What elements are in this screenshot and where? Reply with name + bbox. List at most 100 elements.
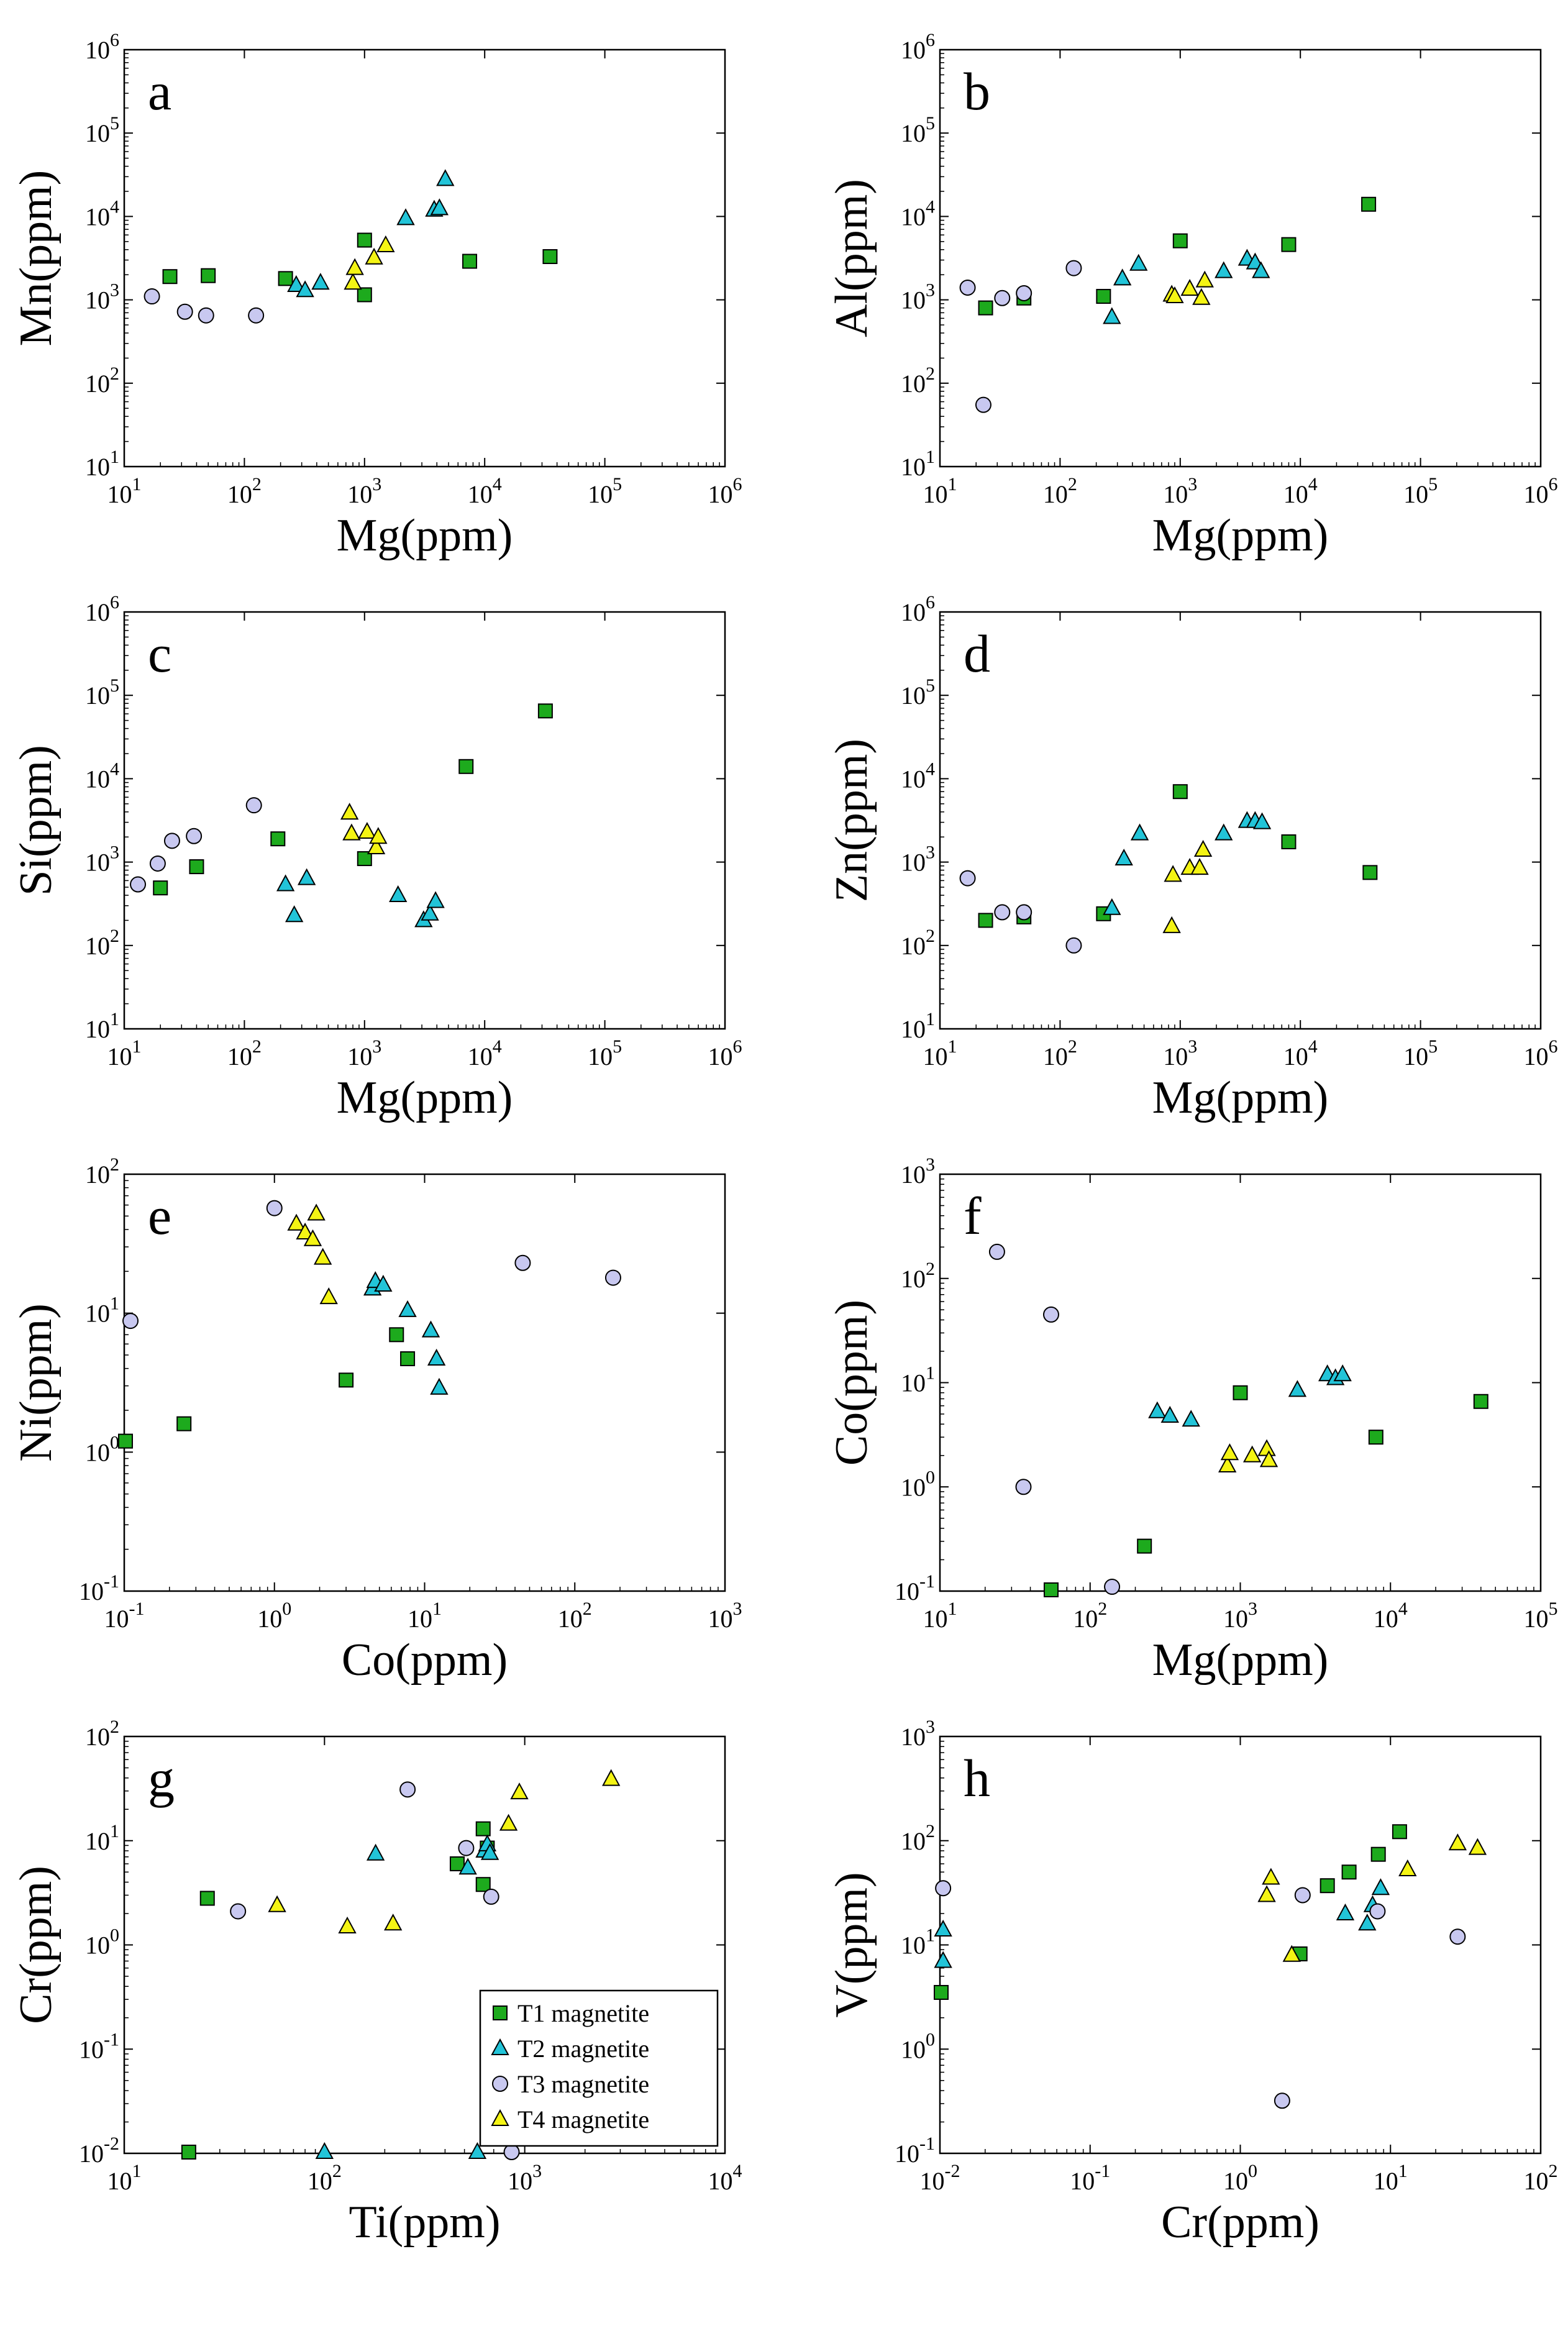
legend-marker: [491, 2038, 509, 2055]
panel-letter: d: [964, 624, 990, 683]
series-t1-magnetite: [934, 1824, 1407, 2000]
data-point: [1148, 1401, 1167, 1418]
series-t3-magnetite: [959, 260, 1082, 413]
y-tick-label: 104: [901, 196, 935, 230]
x-tick-label: 103: [347, 1036, 381, 1070]
panel-letter: g: [148, 1748, 175, 1808]
x-axis: 101 102 103 104 105 106: [923, 612, 1558, 1070]
panel-f: 101 102 103 104 10510-1100101102103Mg(ppm)Co…: [826, 1154, 1558, 1686]
data-point: [959, 279, 976, 296]
data-point: [357, 232, 372, 248]
y-tick-label: 103: [901, 1717, 935, 1751]
data-point: [1361, 196, 1377, 212]
data-point: [430, 1377, 449, 1395]
data-point: [163, 833, 180, 849]
data-point: [344, 273, 362, 290]
data-point: [1392, 1824, 1407, 1840]
panel-d: 101 102 103 104 105 106 101 102 103 104 105 106 Mg(p…: [826, 592, 1558, 1123]
plot-frame: [939, 48, 1542, 468]
data-point: [1195, 270, 1214, 288]
series-t3-magnetite: [988, 1243, 1121, 1595]
data-point: [287, 1213, 306, 1231]
data-point: [1215, 823, 1233, 841]
legend-item: T3 magnetite: [492, 2070, 649, 2098]
data-point: [510, 1782, 529, 1800]
data-point: [934, 1919, 952, 1937]
data-point: [1449, 1928, 1466, 1945]
data-point: [384, 1914, 403, 1931]
x-tick-label: 104: [708, 2161, 742, 2195]
data-point: [458, 759, 474, 774]
data-point: [475, 1877, 491, 1892]
data-point: [514, 1254, 531, 1271]
data-point: [458, 1840, 475, 1856]
series-t4-magnetite: [268, 1769, 621, 1933]
data-point: [1233, 1385, 1248, 1400]
data-point: [458, 1858, 477, 1875]
data-point: [1162, 916, 1181, 933]
panel-a: 101 102 103 104 105 106 101 102 103 104 105 106 Mg(p…: [11, 30, 742, 561]
data-point: [1274, 2092, 1290, 2109]
data-point: [287, 275, 306, 292]
data-point: [426, 891, 445, 908]
series-t4-magnetite: [344, 235, 395, 290]
data-point: [296, 280, 314, 298]
y-axis: 10-2 10-1 100 101 102: [79, 1717, 725, 2168]
series-t1-magnetite: [162, 232, 558, 303]
data-point: [1288, 1380, 1307, 1397]
data-point: [1172, 233, 1188, 249]
y-tick-label: 100: [85, 1925, 119, 1960]
y-tick-label: 10-1: [895, 1571, 935, 1605]
plot-frame: [123, 48, 726, 468]
data-point: [975, 396, 991, 413]
data-point: [480, 1843, 499, 1860]
data-point: [602, 1769, 621, 1786]
data-point: [988, 1243, 1005, 1260]
legend-label: T1 magnetite: [517, 1999, 649, 2027]
y-tick-label: 101: [85, 1821, 119, 1855]
x-tick-label: 106: [1524, 474, 1558, 508]
data-point: [1262, 1868, 1280, 1885]
x-tick-label: 105: [588, 474, 622, 508]
y-tick-label: 104: [85, 759, 119, 793]
data-point: [1065, 937, 1082, 954]
data-point: [376, 235, 395, 252]
y-axis-title: Zn(ppm): [826, 739, 877, 902]
x-tick-label: 104: [1283, 1036, 1318, 1070]
data-point: [399, 1781, 416, 1798]
x-tick-label: 102: [227, 1036, 262, 1070]
legend-item: T2 magnetite: [491, 2035, 649, 2063]
x-tick-label: 104: [468, 1036, 502, 1070]
data-point: [186, 828, 203, 844]
data-point: [994, 904, 1011, 921]
x-tick-label: 102: [308, 2161, 342, 2195]
data-point: [296, 1222, 314, 1239]
data-point: [1192, 288, 1211, 305]
y-tick-label: 100: [901, 1467, 935, 1501]
y-axis: 101 102 103 104 105 106: [901, 592, 1541, 1043]
data-point: [366, 1843, 385, 1861]
data-point: [1042, 1306, 1059, 1323]
y-tick-label: 106: [85, 30, 119, 64]
data-point: [1164, 865, 1182, 882]
series-t2-magnetite: [1148, 1364, 1352, 1427]
series-t3-magnetite: [230, 1781, 520, 2160]
y-axis: 101 102 103 104 105 106: [85, 592, 725, 1043]
x-tick-label: 10-1: [1070, 2161, 1110, 2195]
series-t3-magnetite: [935, 1880, 1466, 2109]
data-point: [1104, 1579, 1121, 1595]
data-point: [436, 169, 455, 186]
data-point: [483, 1888, 499, 1905]
data-point: [1016, 904, 1032, 921]
data-point: [400, 1351, 416, 1367]
x-tick-label: 101: [408, 1599, 442, 1633]
data-point: [118, 1433, 133, 1449]
data-point: [1016, 285, 1032, 301]
y-tick-label: 101: [85, 1293, 119, 1328]
y-axis-title: Cr(ppm): [11, 1866, 62, 2024]
panel-c: 101 102 103 104 105 106 101 102 103 104 105 106 Mg(p…: [11, 592, 742, 1123]
panel-g: 101 102 103 10410-210-1100101102Ti(ppm)Cr(p…: [11, 1717, 742, 2248]
x-tick-label: 103: [1163, 474, 1197, 508]
legend-marker: [491, 2109, 509, 2126]
data-point: [1242, 1445, 1262, 1462]
